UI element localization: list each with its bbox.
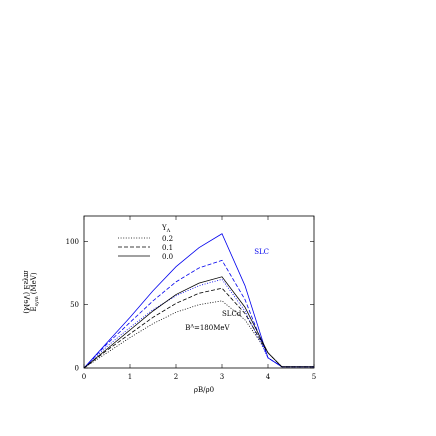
annotation-1: SLCd: [222, 310, 242, 318]
x-tick-label-1: 1: [128, 373, 132, 381]
annotations: SLC SLCd BΛ=180MeV: [185, 248, 269, 332]
y-axis-title-mirrored: (MeV) Esym: [22, 270, 30, 314]
series-line-slcd-0-2: [83, 300, 314, 369]
x-tick-label-4: 4: [266, 373, 271, 381]
x-tick-label-3: 3: [220, 373, 224, 381]
plot-frame: [83, 215, 315, 369]
x-tick-label-0: 0: [82, 373, 86, 381]
series-line-slc-0-2: [83, 278, 314, 369]
legend-label-1: 0.1: [162, 244, 173, 252]
legend-title: YΛ: [161, 224, 171, 234]
x-tick-label-2: 2: [174, 373, 178, 381]
legend-label-0: 0.2: [162, 235, 173, 243]
series-layer: [83, 233, 314, 369]
y-axis-title-unit: (MeV): [30, 272, 38, 294]
annotation-0: SLC: [254, 248, 269, 256]
y-axis-title-sub: sym: [34, 296, 40, 306]
y-axis-title: Esym (MeV): [30, 272, 40, 311]
annotation-2: BΛ=180MeV: [185, 324, 230, 333]
x-axis-title: ρB/ρ0: [194, 386, 214, 394]
y-axis-title-main: E: [30, 306, 38, 311]
y-tick-label-0: 0: [75, 365, 79, 373]
axis-ticks: [83, 216, 315, 369]
legend-label-2: 0.0: [162, 253, 173, 261]
y-tick-label-2: 100: [66, 238, 79, 246]
x-tick-label-5: 5: [312, 373, 316, 381]
legend: YΛ0.20.10.0: [118, 224, 173, 261]
series-line-slcd-0-0: [83, 276, 314, 369]
y-tick-label-1: 50: [70, 301, 79, 309]
series-line-slc-0-0: [83, 233, 314, 369]
series-line-slc-0-1: [83, 259, 314, 369]
